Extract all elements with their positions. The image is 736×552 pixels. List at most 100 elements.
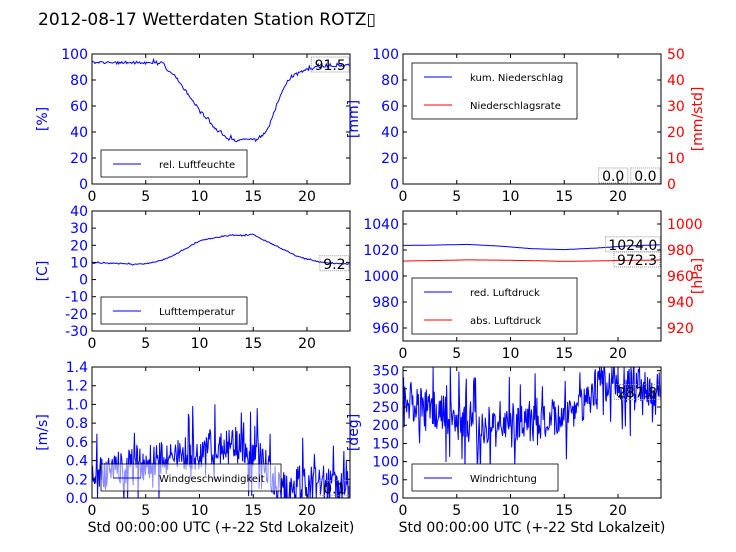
y-axis-label-right: [hPa]	[690, 258, 706, 294]
plot-frame	[402, 53, 662, 185]
figure-title: 2012-08-17 Wetterdaten Station ROTZ▯	[38, 10, 376, 30]
last-value-label-box	[630, 167, 661, 184]
y-tick-label-right: 0	[667, 177, 676, 193]
y-tick-label: 1.0	[66, 397, 88, 413]
y-tick-label: 1020	[363, 243, 399, 259]
x-tick-label: 15	[555, 503, 573, 519]
y-tick-label: 1040	[363, 217, 399, 233]
y-tick-label: 100	[372, 455, 399, 471]
y-tick-label: 0	[390, 177, 399, 193]
y-tick-label: 300	[372, 382, 399, 398]
legend-label: Windrichtung	[470, 474, 537, 485]
y-tick-label: 60	[70, 99, 88, 115]
plot-frame	[402, 366, 662, 499]
y-axis-label: [mm]	[346, 100, 362, 138]
y-tick-label-right: 960	[667, 269, 694, 285]
y-tick-label: 350	[372, 364, 399, 380]
y-tick-label: -20	[65, 307, 88, 323]
x-tick-label: 15	[244, 189, 262, 205]
last-value-label-right: 972.3	[617, 253, 657, 269]
y-tick-label-right: 10	[667, 151, 685, 167]
legend-label: Niederschlagsrate	[470, 101, 561, 112]
legend-label: Lufttemperatur	[159, 307, 236, 318]
y-axis-label: [C]	[35, 261, 51, 282]
legend-label: kum. Niederschlag	[470, 73, 563, 84]
x-tick-label: 5	[141, 189, 150, 205]
last-value-label-right: 0.0	[602, 169, 624, 185]
y-tick-label: 20	[70, 151, 88, 167]
y-tick-label: 0	[390, 491, 399, 507]
y-tick-label: 50	[381, 473, 399, 489]
legend-box	[411, 463, 559, 492]
y-tick-label: 30	[70, 221, 88, 237]
y-axis-label: [%]	[35, 107, 51, 131]
last-value-label-box	[613, 383, 661, 400]
y-tick-label: 40	[70, 204, 88, 220]
y-tick-label: 80	[381, 73, 399, 89]
x-tick-label: 5	[141, 336, 150, 352]
x-axis-label: Std 00:00:00 UTC (+-22 Std Lokalzeit)	[399, 520, 666, 536]
x-tick-label: 10	[191, 503, 209, 519]
y-tick-label-right: 20	[667, 125, 685, 141]
x-tick-label: 20	[609, 346, 627, 362]
y-tick-label: 1.2	[66, 379, 88, 395]
series-line-windrichtung	[403, 367, 661, 476]
y-tick-label: -10	[65, 290, 88, 306]
plot-frame	[91, 210, 351, 332]
x-tick-label: 20	[298, 503, 316, 519]
series-line-rel-luftfeuchte	[92, 57, 350, 143]
legend-label: abs. Luftdruck	[470, 316, 541, 327]
x-tick-label: 0	[88, 503, 97, 519]
x-tick-label: 15	[244, 503, 262, 519]
y-tick-label-right: 30	[667, 99, 685, 115]
y-tick-label: 0.8	[66, 416, 88, 432]
last-value-label: 0.0	[634, 169, 656, 185]
last-value-label-right-box	[613, 251, 661, 268]
y-tick-label: 10	[70, 255, 88, 271]
chart-precipitation: 0 5 10 15 20 0 20 40 60 80 100 0 10 20 30 40 50 [mm] [mm/s…	[346, 47, 706, 205]
y-tick-label: 100	[372, 47, 399, 63]
x-tick-label: 20	[609, 189, 627, 205]
x-tick-label: 20	[298, 336, 316, 352]
y-tick-label-right: 940	[667, 295, 694, 311]
x-tick-label: 10	[191, 336, 209, 352]
chart-pressure: 0 5 10 15 20 960 980 1000 1020 1040 920 940 960 980 10…	[363, 210, 706, 362]
y-tick-label: 80	[70, 73, 88, 89]
y-tick-label: 200	[372, 418, 399, 434]
x-tick-label: 20	[298, 189, 316, 205]
legend-label: Windgeschwindigkeit	[159, 474, 265, 485]
y-tick-label: 0.4	[66, 454, 88, 470]
x-tick-label: 0	[88, 336, 97, 352]
series-line-red-luftdruck	[403, 243, 661, 251]
x-tick-label: 0	[399, 189, 408, 205]
last-value-label: 0.1	[323, 482, 345, 498]
y-tick-label: 250	[372, 400, 399, 416]
x-tick-label: 20	[609, 503, 627, 519]
last-value-label: 287.8	[617, 385, 657, 401]
plot-frame	[91, 53, 351, 185]
y-axis-label-right: [mm/std]	[690, 87, 706, 152]
last-value-label-right-box	[598, 167, 629, 184]
y-tick-label: 20	[70, 238, 88, 254]
x-tick-label: 15	[244, 336, 262, 352]
y-tick-label: 20	[381, 151, 399, 167]
y-tick-label: -30	[65, 324, 88, 340]
x-tick-label: 10	[502, 503, 520, 519]
y-tick-label: 40	[381, 125, 399, 141]
series-line-lufttemperatur	[92, 233, 350, 266]
y-tick-label: 0	[79, 177, 88, 193]
legend-box	[411, 62, 578, 120]
x-axis-label: Std 00:00:00 UTC (+-22 Std Lokalzeit)	[88, 520, 355, 536]
legend-label: rel. Luftfeuchte	[159, 160, 235, 171]
last-value-label-box	[319, 255, 350, 272]
x-tick-label: 0	[88, 189, 97, 205]
chart-wind_speed: 0 5 10 15 20 0.0 0.2 0.4 0.6 0.8 1.0 1.2 1.4 [m/s] Std…	[35, 360, 354, 536]
y-tick-label: 0.2	[66, 472, 88, 488]
last-value-label: 1024.0	[608, 238, 657, 254]
last-value-label-box	[310, 56, 350, 73]
x-tick-label: 15	[555, 346, 573, 362]
y-tick-label: 40	[70, 125, 88, 141]
y-tick-label-right: 980	[667, 243, 694, 259]
